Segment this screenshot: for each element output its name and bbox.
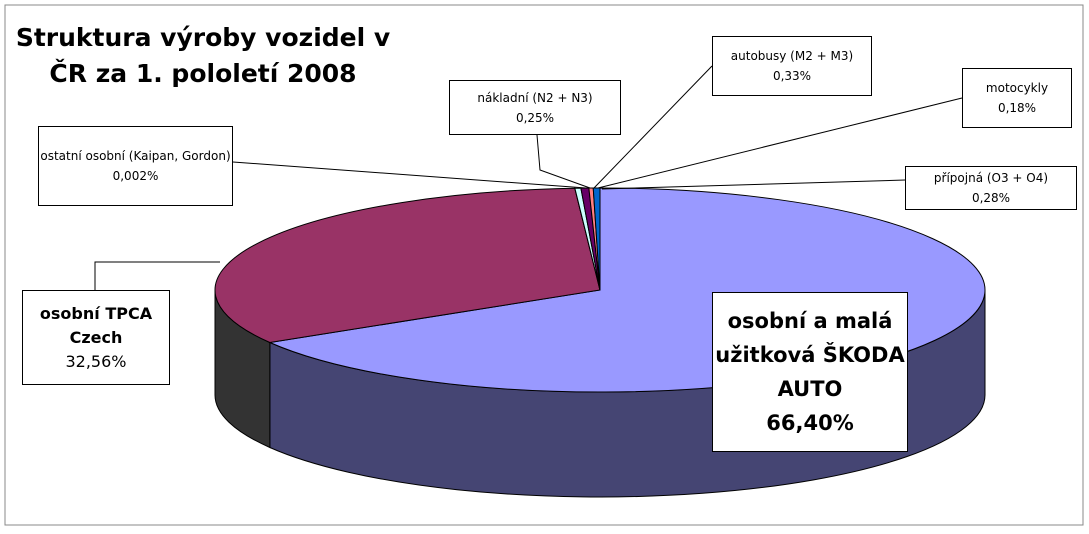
slice-label: osobní TPCA Czech bbox=[39, 303, 153, 347]
label-box: osobní a malá užitková ŠKODA AUTO 66,40% bbox=[712, 292, 908, 452]
leader-line bbox=[94, 261, 220, 290]
slice-label: motocykly bbox=[985, 81, 1049, 95]
value-label: 0,25% bbox=[515, 110, 555, 125]
label-box: přípojná (O3 + O4) 0,28% bbox=[905, 166, 1077, 210]
label-box: nákladní (N2 + N3) 0,25% bbox=[449, 80, 621, 135]
value-label: 0,18% bbox=[997, 101, 1037, 115]
leader-line bbox=[601, 179, 906, 190]
slice-label: ostatní osobní (Kaipan, Gordon) bbox=[40, 149, 231, 163]
value-label: 32,56% bbox=[65, 351, 127, 371]
leaders bbox=[94, 65, 963, 290]
slice-label: přípojná (O3 + O4) bbox=[933, 171, 1049, 185]
value-label: 66,40% bbox=[766, 411, 854, 435]
leader-line bbox=[593, 65, 713, 189]
label-box: motocykly 0,18% bbox=[962, 68, 1072, 128]
value-label: 0,33% bbox=[772, 69, 812, 83]
label-box: osobní TPCA Czech 32,56% bbox=[22, 290, 170, 385]
slice-label: osobní a malá užitková ŠKODA AUTO bbox=[715, 309, 905, 401]
slice-label: nákladní (N2 + N3) bbox=[477, 90, 593, 105]
leader-line bbox=[232, 161, 587, 189]
label-box: ostatní osobní (Kaipan, Gordon) 0,002% bbox=[38, 126, 233, 206]
value-label: 0,28% bbox=[971, 191, 1011, 205]
label-box: autobusy (M2 + M3) 0,33% bbox=[712, 36, 872, 96]
leader-line bbox=[597, 97, 963, 189]
leader-line bbox=[536, 134, 591, 189]
chart-title: Struktura výroby vozidel v ČR za 1. polo… bbox=[15, 23, 391, 88]
slice-label: autobusy (M2 + M3) bbox=[730, 49, 854, 63]
slice bbox=[214, 187, 601, 343]
value-label: 0,002% bbox=[112, 169, 159, 183]
